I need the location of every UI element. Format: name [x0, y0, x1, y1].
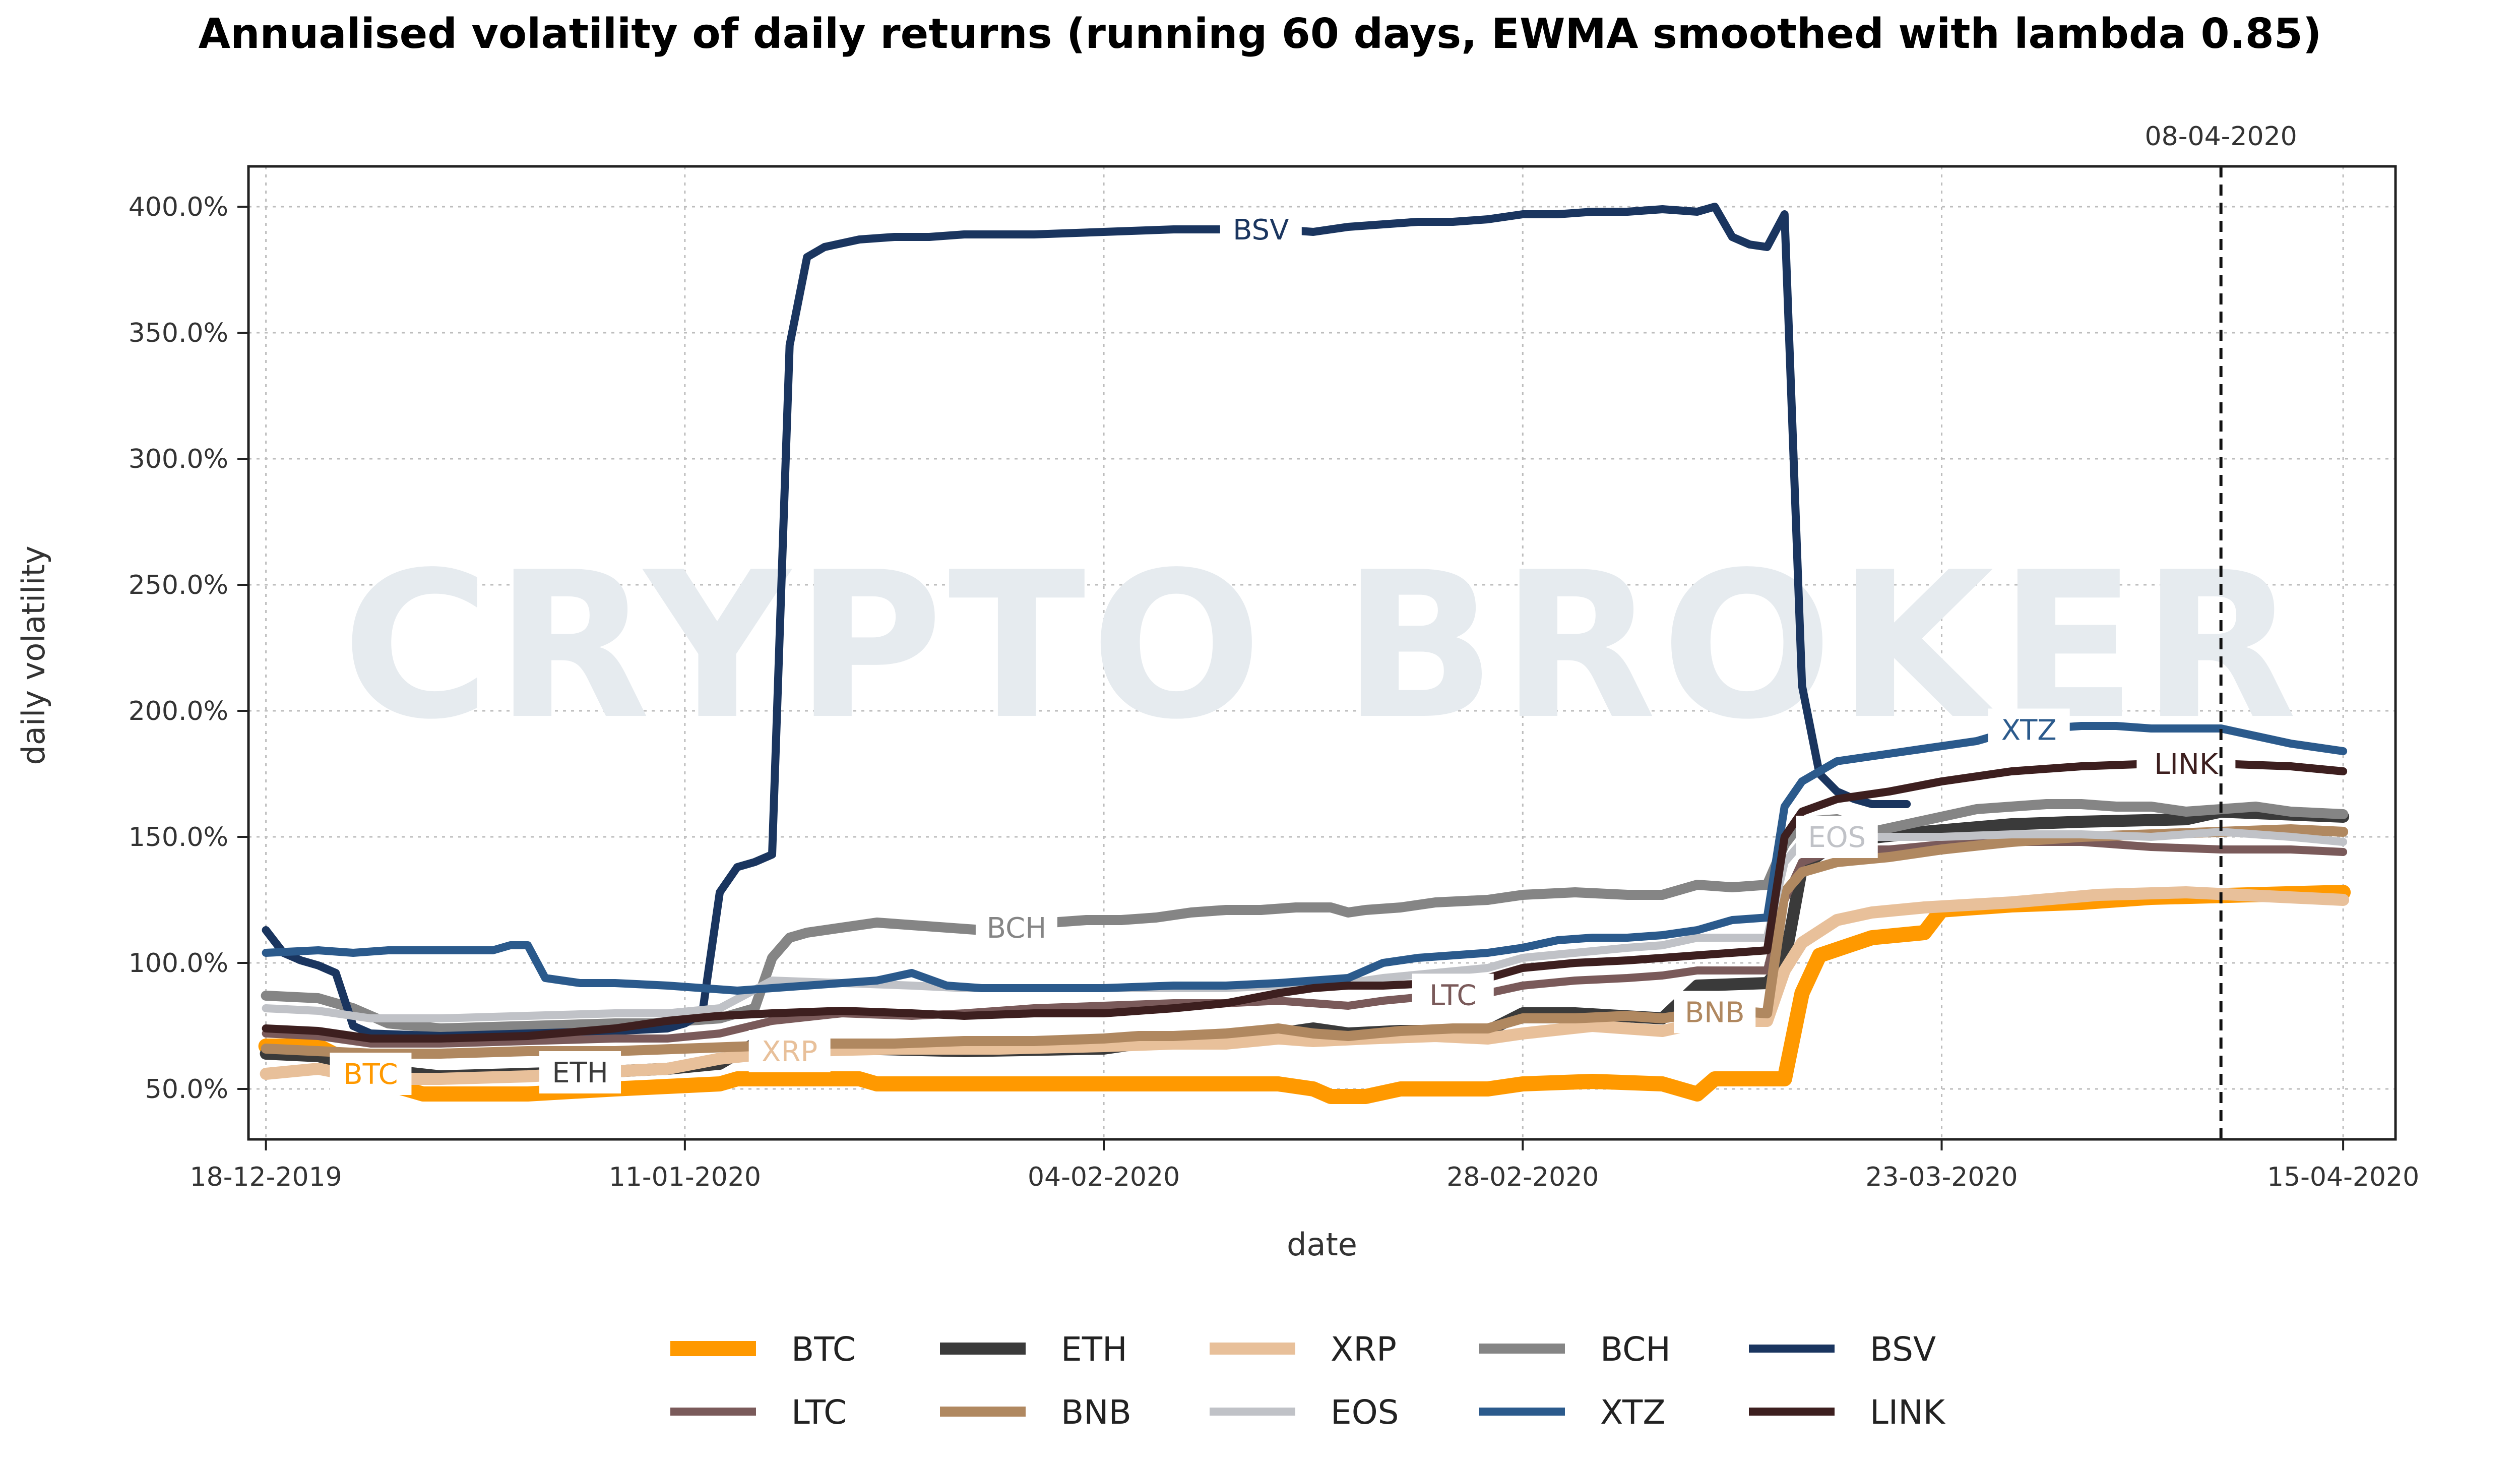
x-tick-label: 23-03-2020: [1865, 1162, 2018, 1192]
series-label-bg: [1674, 991, 1756, 1033]
series-label-bg: [1796, 816, 1878, 858]
series-label-bg: [1988, 708, 2070, 751]
series-lines: [258, 203, 2351, 1104]
legend-label-bch: BCH: [1600, 1330, 1671, 1369]
y-axis-title: daily volatility: [15, 545, 52, 765]
series-label-ltc: LTC: [1429, 979, 1477, 1012]
chart-title: Annualised volatility of daily returns (…: [198, 10, 2322, 58]
legend-label-bsv: BSV: [1870, 1330, 1936, 1369]
plot-frame: [247, 165, 2397, 1141]
legend-label-link: LINK: [1870, 1393, 1946, 1432]
legend-label-xrp: XRP: [1331, 1330, 1397, 1369]
series-labels: BTC ETH XRP BCH BSV LTC BNB EOS XTZ LINK: [330, 208, 2236, 1095]
legend-label-eth: ETH: [1061, 1330, 1127, 1369]
x-tick-label: 15-04-2020: [2267, 1162, 2419, 1192]
series-label-btc: BTC: [343, 1058, 398, 1091]
legend: BTC ETH XRP BCH BSV LTC BNB EOS XTZ LINK: [670, 1330, 1946, 1432]
x-tick-label: 11-01-2020: [609, 1162, 761, 1192]
y-tick-label: 250.0%: [129, 570, 228, 600]
series-line-link: [262, 760, 2348, 1043]
x-tick-label: 04-02-2020: [1028, 1162, 1180, 1192]
series-label-bg: [748, 1030, 831, 1072]
series-label-bg: [1220, 208, 1302, 251]
y-tick-label: 100.0%: [129, 948, 228, 979]
y-tick-label: 300.0%: [129, 444, 228, 474]
series-label-bsv: BSV: [1233, 214, 1289, 247]
y-axis: 50.0% 100.0% 150.0% 200.0% 250.0% 300.0% 350.0…: [129, 192, 248, 1105]
series-label-link: LINK: [2154, 748, 2219, 781]
y-tick-label: 350.0%: [129, 318, 228, 348]
series-label-eth: ETH: [552, 1057, 608, 1089]
series-label-bg: [539, 1051, 621, 1093]
y-tick-label: 200.0%: [129, 696, 228, 726]
series-label-bnb: BNB: [1685, 997, 1745, 1029]
y-tick-label: 50.0%: [145, 1074, 228, 1105]
event-marker: 08-04-2020: [2145, 121, 2297, 1139]
legend-label-btc: BTC: [791, 1330, 856, 1369]
series-label-xrp: XRP: [762, 1035, 817, 1068]
x-tick-label: 28-02-2020: [1446, 1162, 1599, 1192]
legend-label-xtz: XTZ: [1600, 1393, 1666, 1432]
legend-label-ltc: LTC: [791, 1393, 847, 1432]
x-axis-title: date: [1287, 1226, 1357, 1263]
series-line-eos: [262, 828, 2348, 1022]
event-label: 08-04-2020: [2145, 121, 2297, 152]
legend-label-bnb: BNB: [1061, 1393, 1131, 1432]
series-label-bch: BCH: [987, 912, 1047, 945]
x-tick-label: 18-12-2019: [190, 1162, 342, 1192]
x-axis: 18-12-2019 11-01-2020 04-02-2020 28-02-2020…: [190, 1139, 2419, 1192]
watermark: CRYPTO BROKER: [342, 529, 2302, 764]
series-label-bg: [1412, 973, 1494, 1016]
series-line-ltc: [262, 838, 2348, 1048]
series-label-bg: [2136, 743, 2236, 785]
series-label-xtz: XTZ: [2001, 714, 2057, 747]
y-tick-label: 400.0%: [129, 192, 228, 222]
series-line-bnb: [261, 824, 2349, 1059]
y-tick-label: 150.0%: [129, 822, 228, 852]
series-label-bg: [975, 906, 1057, 949]
series-label-eos: EOS: [1808, 821, 1866, 854]
series-line-xrp: [260, 886, 2350, 1085]
series-label-bg: [330, 1053, 412, 1095]
legend-label-eos: EOS: [1331, 1393, 1399, 1432]
